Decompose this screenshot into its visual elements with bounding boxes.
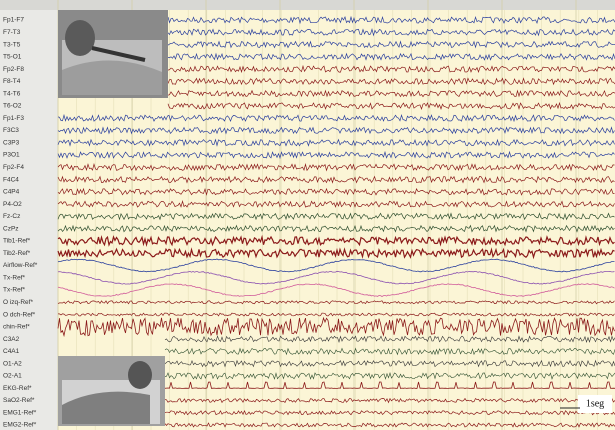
channel-label: T3-T5 — [3, 41, 21, 48]
scale-label: 1seg — [586, 398, 604, 409]
channel-label: SaO2-Ref* — [3, 397, 35, 404]
channel-label: Tx-Ref* — [3, 287, 26, 294]
channel-label: C3A2 — [3, 336, 20, 343]
channel-label: Tib2-Ref* — [3, 250, 31, 257]
channel-label: T6-O2 — [3, 103, 22, 110]
channel-label: Fp1-F3 — [3, 115, 24, 122]
channel-label: EKG-Ref* — [3, 385, 32, 392]
channel-label: O izq-Ref* — [3, 299, 33, 306]
channel-label: EMG2-Ref* — [3, 422, 37, 429]
time-ruler — [0, 0, 615, 10]
channel-label: Fz-Cz — [3, 213, 20, 220]
channel-label: chin-Ref* — [3, 324, 30, 331]
channel-label: Tib1-Ref* — [3, 238, 31, 245]
channel-label: F7-T3 — [3, 29, 21, 36]
channel-label: Airflow-Ref* — [3, 262, 38, 269]
channel-label: O1-A2 — [3, 360, 22, 367]
channel-label: C4P4 — [3, 189, 20, 196]
channel-label: T4-T6 — [3, 90, 21, 97]
channel-label: F4C4 — [3, 176, 19, 183]
psg-viewer: Fp1-F7 F7-T3 T3-T5 T5-O1 Fp2-F8 F8-T4 T4-T6 T6-… — [0, 0, 615, 430]
channel-label: CzPz — [3, 225, 19, 232]
channel-label: P3O1 — [3, 152, 20, 159]
video-frame-bottom — [58, 356, 165, 426]
channel-label: O2-A1 — [3, 373, 22, 380]
channel-label: P4-O2 — [3, 201, 22, 208]
video-frame-top — [58, 10, 168, 98]
channel-label: EMG1-Ref* — [3, 409, 37, 416]
channel-label: Fp2-F8 — [3, 66, 24, 73]
channel-label: T5-O1 — [3, 54, 22, 61]
channel-label: Tx-Ref* — [3, 274, 26, 281]
channel-label: F3C3 — [3, 127, 19, 134]
channel-label: C3P3 — [3, 139, 20, 146]
channel-label: Fp2-F4 — [3, 164, 24, 171]
channel-label: O dch-Ref* — [3, 311, 36, 318]
channel-label: C4A1 — [3, 348, 20, 355]
channel-label: F8-T4 — [3, 78, 21, 85]
psg-display: Fp1-F7 F7-T3 T3-T5 T5-O1 Fp2-F8 F8-T4 T4-T6 T6-… — [0, 0, 615, 430]
channel-label: Fp1-F7 — [3, 17, 24, 24]
